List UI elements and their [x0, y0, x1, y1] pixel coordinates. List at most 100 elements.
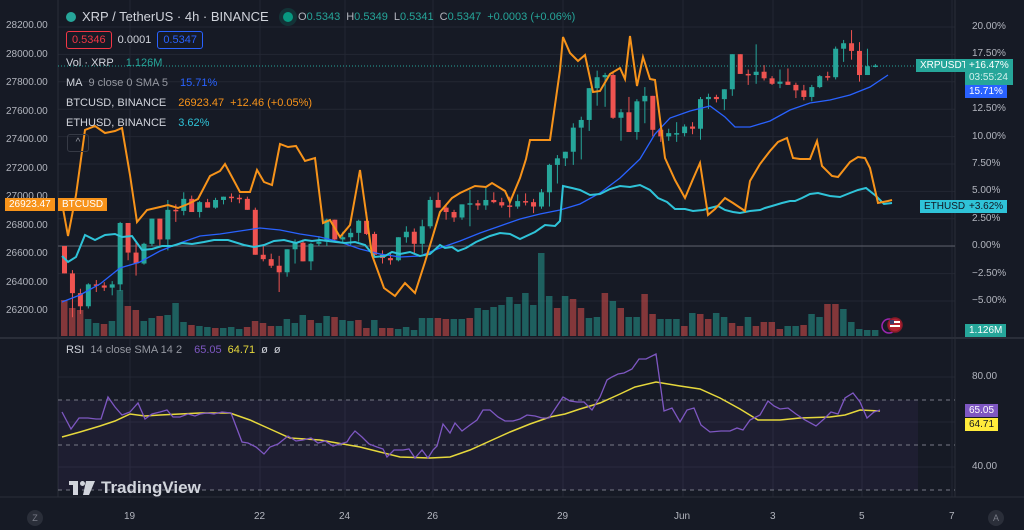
collapse-legend-button[interactable]: ^	[67, 134, 89, 152]
right-axis-tick: 5.00%	[972, 185, 1001, 197]
candle-body	[594, 77, 600, 89]
xrp-symbol-tag: XRPUSDT	[916, 59, 972, 72]
sell-button[interactable]: 0.5346	[66, 31, 112, 49]
candle-body	[690, 126, 696, 129]
volume-bar	[331, 317, 338, 336]
zoom-reset-button[interactable]: Z	[27, 510, 43, 526]
right-axis-tick: −2.50%	[972, 267, 1007, 279]
legend-rsi[interactable]: RSI 14 close SMA 14 2 65.05 64.71 ø ø	[66, 344, 281, 356]
volume-bar	[84, 319, 92, 336]
volume-bar	[490, 307, 497, 336]
rsi-legend-name: RSI	[66, 344, 85, 356]
candle-body	[356, 220, 362, 233]
candle-body	[777, 81, 783, 84]
candle-body	[411, 231, 417, 244]
tradingview-logo[interactable]: TradingView	[69, 478, 201, 498]
volume-bar	[848, 322, 855, 336]
right-axis-tick: 2.50%	[972, 212, 1001, 224]
volume-bar	[418, 318, 426, 336]
volume-bar	[61, 300, 68, 336]
symbol-logo-icon	[66, 11, 76, 22]
volume-bar	[498, 305, 505, 336]
us-flag-event-icon[interactable]	[881, 317, 903, 334]
chevron-up-icon: ^	[75, 137, 81, 148]
candle-body	[252, 209, 258, 255]
low-label: L	[393, 11, 400, 23]
high-value: 0.5349	[354, 11, 388, 23]
candle-body	[197, 202, 203, 213]
volume-bar	[641, 294, 648, 336]
legend-btc[interactable]: BTCUSD, BINANCE 26923.47 +12.46 (+0.05%)	[66, 97, 312, 109]
candle-body	[610, 75, 616, 118]
rsi-sma-line	[61, 381, 881, 459]
left-axis-tick: 26800.00	[6, 219, 48, 231]
candle-body	[189, 198, 195, 213]
volume-bar	[402, 327, 410, 336]
volume-bar	[92, 323, 100, 336]
legend-eth[interactable]: ETHUSD, BINANCE 3.62%	[66, 117, 209, 129]
candle-body	[713, 96, 719, 100]
left-axis-tick: 27400.00	[6, 134, 48, 145]
rsi-sma-tag: 64.71	[965, 418, 999, 431]
open-label: O	[298, 11, 307, 23]
legend-ma[interactable]: MA 9 close 0 SMA 5 15.71%	[66, 77, 217, 89]
right-axis-tick: 10.00%	[972, 130, 1006, 142]
candle-body	[523, 201, 529, 203]
candle-body	[268, 259, 274, 266]
volume-bars	[61, 253, 879, 336]
ma-tag-pct: 15.71%	[969, 86, 1003, 97]
candle-body	[841, 43, 847, 49]
volume-bar	[386, 328, 394, 336]
volume-bar	[506, 297, 513, 336]
symbol-title[interactable]: XRP / TetherUS · 4h · BINANCE	[66, 9, 269, 24]
auto-scale-button[interactable]: A	[988, 510, 1004, 526]
volume-bar	[824, 304, 831, 336]
left-axis-tick: 27600.00	[6, 105, 48, 117]
left-axis-tick: 26400.00	[6, 276, 48, 288]
volume-bar	[100, 324, 108, 336]
candle-body	[491, 199, 497, 203]
ma-price-tag: 15.71%	[965, 85, 1007, 98]
eth-tag-pct: +3.62%	[969, 201, 1004, 212]
candle-body	[125, 222, 131, 253]
volume-bar	[442, 319, 450, 336]
rsi-sma-tag-value: 64.71	[969, 419, 995, 430]
legend-volume[interactable]: Vol · XRP 1.126M	[66, 57, 162, 69]
candle-body	[419, 226, 425, 244]
symbol-name: XRP / TetherUS · 4h · BINANCE	[82, 9, 269, 24]
candle-body	[395, 237, 401, 261]
volume-tag-value: 1.126M	[969, 325, 1003, 336]
volume-bar	[522, 293, 529, 336]
zoom-reset-label: Z	[32, 513, 38, 523]
candle-body	[109, 284, 115, 288]
candle-body	[443, 207, 449, 213]
volume-bar	[514, 304, 521, 336]
volume-bar	[625, 317, 632, 336]
volume-tag: 1.126M	[965, 324, 1007, 337]
volume-legend-name: Vol · XRP	[66, 57, 114, 69]
rsi-levels	[58, 399, 955, 491]
volume-bar	[347, 321, 354, 336]
candle-body	[499, 202, 505, 206]
candle-body	[817, 76, 823, 88]
volume-bar	[283, 319, 291, 336]
right-axis-tick: 17.50%	[972, 48, 1006, 60]
candle-body	[236, 197, 242, 200]
candle-body	[403, 231, 409, 238]
candle-body	[539, 192, 544, 207]
candle-body	[658, 129, 664, 137]
candle-body	[531, 202, 537, 207]
candle-body	[475, 203, 481, 206]
candle-body	[141, 243, 147, 264]
buy-button[interactable]: 0.5347	[157, 31, 203, 49]
candle-body	[467, 203, 473, 205]
ma-legend-params: 9 close 0 SMA 5	[88, 77, 169, 89]
right-axis-tick: −5.00%	[972, 295, 1007, 306]
candle-body	[602, 75, 608, 78]
volume-bar	[315, 323, 322, 336]
right-axis-tick: 12.50%	[972, 103, 1006, 115]
eth-legend-name: ETHUSD, BINANCE	[66, 117, 167, 129]
volume-bar	[76, 310, 84, 336]
high-label: H	[346, 11, 355, 23]
